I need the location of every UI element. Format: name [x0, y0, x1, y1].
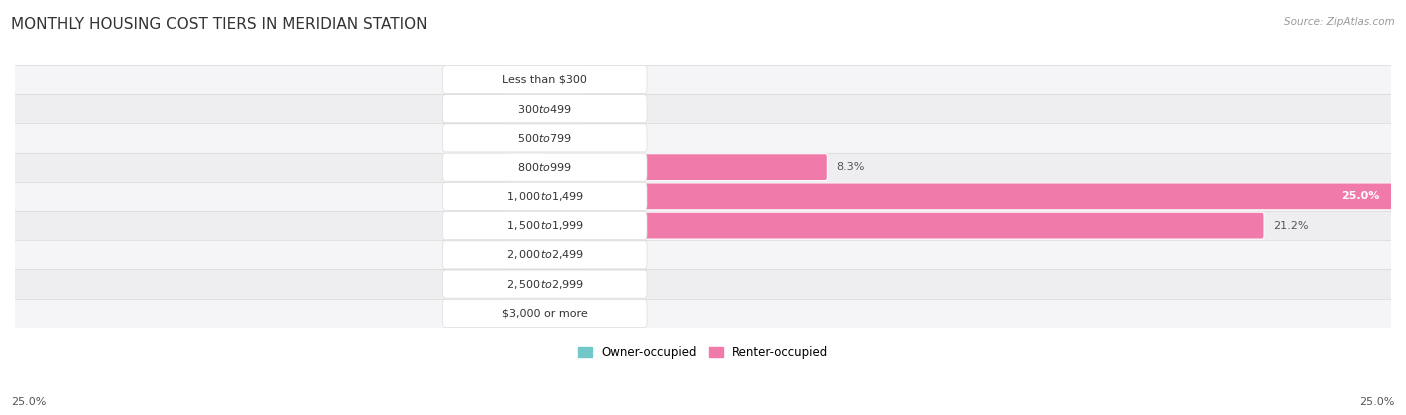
- FancyBboxPatch shape: [443, 153, 647, 181]
- Text: $1,000 to $1,499: $1,000 to $1,499: [506, 190, 583, 203]
- FancyBboxPatch shape: [543, 212, 1264, 239]
- Text: $1,500 to $1,999: $1,500 to $1,999: [506, 219, 583, 232]
- Text: MONTHLY HOUSING COST TIERS IN MERIDIAN STATION: MONTHLY HOUSING COST TIERS IN MERIDIAN S…: [11, 17, 427, 32]
- FancyBboxPatch shape: [505, 271, 547, 298]
- Text: 0.0%: 0.0%: [595, 308, 623, 318]
- Bar: [15, 299, 1391, 328]
- Bar: [15, 269, 1391, 299]
- Text: 0.0%: 0.0%: [595, 104, 623, 114]
- Text: $2,000 to $2,499: $2,000 to $2,499: [506, 248, 583, 261]
- Text: 0.0%: 0.0%: [467, 162, 495, 172]
- Text: Less than $300: Less than $300: [502, 74, 588, 84]
- Bar: [15, 94, 1391, 123]
- FancyBboxPatch shape: [443, 241, 647, 269]
- FancyBboxPatch shape: [543, 242, 585, 269]
- Bar: [15, 211, 1391, 240]
- Text: 0.0%: 0.0%: [467, 250, 495, 260]
- FancyBboxPatch shape: [443, 124, 647, 152]
- Text: $500 to $799: $500 to $799: [517, 132, 572, 144]
- Text: $300 to $499: $300 to $499: [517, 103, 572, 115]
- FancyBboxPatch shape: [543, 154, 827, 181]
- FancyBboxPatch shape: [505, 212, 547, 239]
- Text: Source: ZipAtlas.com: Source: ZipAtlas.com: [1284, 17, 1395, 27]
- Bar: [15, 153, 1391, 182]
- Text: 0.0%: 0.0%: [595, 250, 623, 260]
- Text: 0.0%: 0.0%: [595, 74, 623, 84]
- FancyBboxPatch shape: [505, 154, 547, 181]
- Text: 25.0%: 25.0%: [1360, 397, 1395, 407]
- Bar: [15, 123, 1391, 153]
- Text: 25.0%: 25.0%: [1341, 191, 1381, 201]
- FancyBboxPatch shape: [505, 183, 547, 210]
- Text: 0.0%: 0.0%: [467, 279, 495, 289]
- FancyBboxPatch shape: [443, 299, 647, 327]
- Text: 25.0%: 25.0%: [11, 397, 46, 407]
- Text: 0.0%: 0.0%: [467, 74, 495, 84]
- Text: $2,500 to $2,999: $2,500 to $2,999: [506, 278, 583, 290]
- FancyBboxPatch shape: [443, 95, 647, 123]
- Text: $800 to $999: $800 to $999: [517, 161, 572, 173]
- Text: 0.0%: 0.0%: [467, 308, 495, 318]
- Text: $3,000 or more: $3,000 or more: [502, 308, 588, 318]
- Bar: [15, 182, 1391, 211]
- Text: 0.0%: 0.0%: [467, 133, 495, 143]
- Text: 8.3%: 8.3%: [837, 162, 865, 172]
- Bar: [15, 240, 1391, 269]
- FancyBboxPatch shape: [443, 212, 647, 239]
- Text: 0.0%: 0.0%: [595, 279, 623, 289]
- Text: 0.0%: 0.0%: [467, 104, 495, 114]
- Text: 21.2%: 21.2%: [1274, 221, 1309, 231]
- FancyBboxPatch shape: [543, 95, 585, 122]
- FancyBboxPatch shape: [505, 300, 547, 327]
- Bar: [15, 65, 1391, 94]
- FancyBboxPatch shape: [543, 300, 585, 327]
- FancyBboxPatch shape: [443, 182, 647, 210]
- FancyBboxPatch shape: [543, 271, 585, 298]
- FancyBboxPatch shape: [543, 66, 585, 93]
- FancyBboxPatch shape: [443, 66, 647, 93]
- FancyBboxPatch shape: [543, 124, 585, 151]
- FancyBboxPatch shape: [505, 242, 547, 269]
- FancyBboxPatch shape: [505, 124, 547, 151]
- Text: 0.0%: 0.0%: [467, 221, 495, 231]
- FancyBboxPatch shape: [505, 66, 547, 93]
- FancyBboxPatch shape: [443, 270, 647, 298]
- FancyBboxPatch shape: [505, 95, 547, 122]
- Text: 0.0%: 0.0%: [467, 191, 495, 201]
- FancyBboxPatch shape: [543, 183, 1393, 210]
- Text: 0.0%: 0.0%: [595, 133, 623, 143]
- Legend: Owner-occupied, Renter-occupied: Owner-occupied, Renter-occupied: [578, 346, 828, 359]
